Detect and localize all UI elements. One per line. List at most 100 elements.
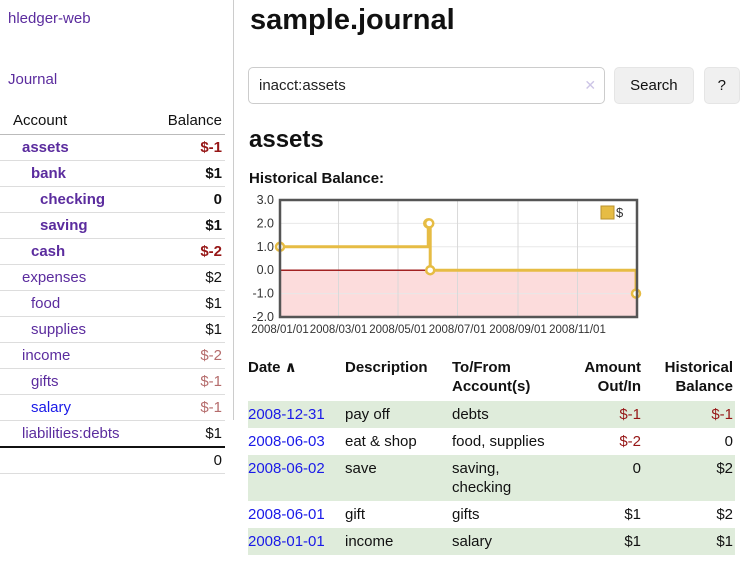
accounts-total-value: 0	[152, 446, 225, 474]
account-row: bank $1	[0, 160, 225, 187]
account-balance: $-1	[152, 368, 225, 395]
register-table: Date ∧ Description To/From Account(s) Amoun…	[248, 356, 735, 555]
sidebar-divider	[233, 0, 234, 420]
account-name-cell: income	[0, 342, 153, 369]
register-accounts: gifts	[452, 506, 480, 523]
account-row: income $-2	[0, 342, 225, 369]
register-header-description: Description	[345, 359, 428, 376]
register-balance: $-1	[643, 401, 735, 428]
transaction-date-link[interactable]: 2008-06-02	[248, 460, 325, 477]
sidebar-account-link-liabilities-debts[interactable]: liabilities:debts	[22, 425, 120, 442]
register-accounts: debts	[452, 401, 558, 428]
data-point-marker	[423, 218, 435, 229]
register-balance: $2	[643, 455, 735, 501]
sidebar-account-link-supplies[interactable]: supplies	[31, 321, 87, 338]
transaction-date-link[interactable]: 2008-01-01	[248, 533, 325, 550]
accounts-header-balance: Balance	[152, 108, 225, 135]
register-date-cell: 2008-01-01	[248, 528, 345, 555]
register-date-cell: 2008-06-02	[248, 455, 345, 501]
plot-border	[278, 198, 639, 319]
sidebar-account-link-food[interactable]: food	[31, 295, 61, 312]
account-balance: $1	[152, 290, 225, 317]
sidebar-item-journal[interactable]: Journal	[8, 71, 58, 88]
account-row: food $1	[0, 290, 225, 317]
register-row: 2008-06-01 gift gifts $1 $2	[248, 501, 735, 528]
account-balance: $-1	[152, 134, 225, 161]
account-row: supplies $1	[0, 316, 225, 343]
register-row: 2008-12-31 pay off debts $-1 $-1	[248, 401, 735, 428]
account-name-cell: expenses	[0, 264, 153, 291]
brand-link[interactable]: hledger-web	[8, 10, 91, 27]
clear-search-icon[interactable]: ✕	[584, 77, 597, 93]
x-axis-tick-label: 2008/09/01	[489, 324, 547, 336]
account-name-cell: liabilities:debts	[0, 421, 152, 448]
account-balance: $-2	[152, 238, 225, 265]
sidebar-account-link-cash[interactable]: cash	[31, 243, 66, 260]
account-row: expenses $2	[0, 264, 225, 291]
sidebar-account-link-bank[interactable]: bank	[31, 165, 67, 182]
x-axis-tick-label: 2008/11/01	[549, 324, 606, 336]
sort-asc-icon: ∧	[280, 359, 297, 376]
accounts-total-spacer	[0, 446, 153, 474]
x-axis-tick-label: 2008/05/01	[369, 324, 427, 336]
account-row: liabilities:debts $1	[0, 421, 225, 448]
register-header-date[interactable]: Date ∧	[248, 359, 297, 376]
y-axis-tick-label: 2.0	[257, 216, 274, 230]
account-heading: assets	[249, 126, 324, 153]
y-axis-tick-label: 3.0	[257, 193, 274, 207]
x-axis-tick-label: 2008/07/01	[429, 324, 487, 336]
accounts-header-row: Account Balance	[0, 108, 225, 135]
register-description: gift	[345, 506, 366, 523]
search-input[interactable]	[248, 67, 606, 104]
account-name-cell: saving	[0, 212, 153, 239]
register-balance: $1	[643, 528, 735, 555]
x-axis-tick-label: 2008/01/01	[251, 324, 309, 336]
register-date-cell: 2008-12-31	[248, 401, 345, 428]
page-title: sample.journal	[250, 4, 455, 36]
search-button[interactable]: Search	[614, 67, 694, 104]
sidebar-account-link-gifts[interactable]: gifts	[31, 373, 59, 390]
y-axis-tick-label: -1.0	[252, 287, 274, 301]
register-header-amount-out-in: Amount Out/In	[584, 359, 641, 395]
account-balance: $1	[205, 425, 222, 442]
transaction-date-link[interactable]: 2008-06-01	[248, 506, 325, 523]
register-balance: 0	[724, 433, 733, 450]
register-header-row: Date ∧ Description To/From Account(s) Amoun…	[248, 356, 735, 401]
register-amount: $-1	[558, 401, 643, 428]
register-description: save	[345, 455, 452, 501]
transaction-date-link[interactable]: 2008-12-31	[248, 406, 325, 423]
account-row: checking 0	[0, 186, 225, 213]
legend-label: $	[616, 205, 624, 220]
help-button[interactable]: ?	[703, 67, 740, 104]
account-name-cell: assets	[0, 134, 153, 161]
register-amount: $1	[624, 506, 641, 523]
main-content: sample.journal ✕ Search ? assets Histori…	[248, 0, 740, 555]
sidebar-account-link-income[interactable]: income	[22, 347, 71, 364]
account-row: assets $-1	[0, 134, 225, 161]
sidebar-account-link-assets[interactable]: assets	[22, 139, 69, 156]
sidebar-account-link-checking[interactable]: checking	[40, 191, 106, 208]
account-row: saving $1	[0, 212, 225, 239]
register-header-to-from-account-s-: To/From Account(s)	[452, 359, 531, 395]
register-header-historical-balance: Historical Balance	[664, 359, 733, 395]
sidebar-account-link-saving[interactable]: saving	[40, 217, 88, 234]
register-accounts: saving, checking	[452, 455, 558, 501]
account-row: gifts $-1	[0, 368, 225, 395]
account-row: salary $-1	[0, 394, 225, 421]
register-row: 2008-01-01 income salary $1 $1	[248, 528, 735, 555]
register-amount: $1	[558, 528, 643, 555]
search-bar: ✕ Search ?	[248, 67, 740, 104]
register-row: 2008-06-02 save saving, checking 0 $2	[248, 455, 735, 501]
accounts-header-account: Account	[0, 108, 153, 135]
y-axis-tick-label: -2.0	[252, 310, 274, 324]
accounts-total-row: 0	[0, 446, 225, 474]
data-point-marker	[424, 264, 436, 276]
chart-title: Historical Balance:	[249, 170, 385, 187]
accounts-table: Account Balance assets $-1 bank $1 checking 0…	[0, 108, 225, 474]
transaction-date-link[interactable]: 2008-06-03	[248, 433, 325, 450]
sidebar-account-link-expenses[interactable]: expenses	[22, 269, 87, 286]
register-balance: $2	[716, 506, 733, 523]
sidebar-account-link-salary[interactable]: salary	[31, 399, 72, 416]
account-balance: $1	[152, 212, 225, 239]
